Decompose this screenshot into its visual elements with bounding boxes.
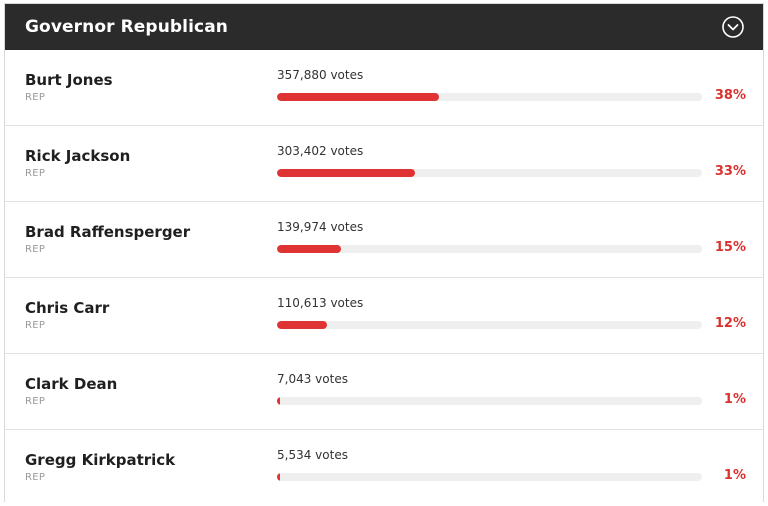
vote-share-fill [277, 473, 280, 481]
candidate-row: Gregg Kirkpatrick REP 5,534 votes 1% [5, 430, 763, 506]
vote-percent: 33% [714, 164, 746, 179]
candidate-party: REP [25, 320, 46, 331]
vote-share-fill [277, 245, 341, 253]
chevron-down-circle-icon[interactable] [721, 15, 745, 39]
candidate-party: REP [25, 168, 46, 179]
candidate-party: REP [25, 472, 46, 483]
candidate-row: Clark Dean REP 7,043 votes 1% [5, 354, 763, 430]
candidate-party: REP [25, 396, 46, 407]
candidate-name: Burt Jones [25, 71, 113, 89]
candidate-party: REP [25, 92, 46, 103]
vote-share-bar [277, 245, 702, 253]
vote-count: 7,043 votes [277, 372, 348, 386]
vote-share-bar [277, 473, 702, 481]
vote-share-fill [277, 93, 439, 101]
vote-share-bar [277, 93, 702, 101]
vote-count: 357,880 votes [277, 68, 364, 82]
vote-percent: 1% [723, 392, 746, 407]
candidate-list: Burt Jones REP 357,880 votes 38% Rick Ja… [5, 50, 763, 506]
candidate-row: Chris Carr REP 110,613 votes 12% [5, 278, 763, 354]
candidate-name: Chris Carr [25, 299, 110, 317]
candidate-row: Burt Jones REP 357,880 votes 38% [5, 50, 763, 126]
candidate-party: REP [25, 244, 46, 255]
race-header: Governor Republican [5, 4, 763, 50]
vote-count: 5,534 votes [277, 448, 348, 462]
candidate-row: Brad Raffensperger REP 139,974 votes 15% [5, 202, 763, 278]
race-results-card: Governor Republican Burt Jones REP 357,8… [4, 3, 764, 502]
candidate-name: Rick Jackson [25, 147, 131, 165]
vote-share-fill [277, 397, 280, 405]
race-title: Governor Republican [25, 17, 228, 37]
candidate-row: Rick Jackson REP 303,402 votes 33% [5, 126, 763, 202]
vote-share-fill [277, 169, 416, 177]
candidate-name: Clark Dean [25, 375, 118, 393]
vote-count: 303,402 votes [277, 144, 364, 158]
vote-share-bar [277, 397, 702, 405]
vote-share-bar [277, 169, 702, 177]
vote-count: 139,974 votes [277, 220, 364, 234]
vote-percent: 15% [714, 240, 746, 255]
vote-share-fill [277, 321, 328, 329]
candidate-name: Gregg Kirkpatrick [25, 451, 176, 469]
vote-percent: 38% [714, 88, 746, 103]
vote-percent: 12% [714, 316, 746, 331]
vote-share-bar [277, 321, 702, 329]
vote-count: 110,613 votes [277, 296, 364, 310]
vote-percent: 1% [723, 468, 746, 483]
candidate-name: Brad Raffensperger [25, 223, 191, 241]
